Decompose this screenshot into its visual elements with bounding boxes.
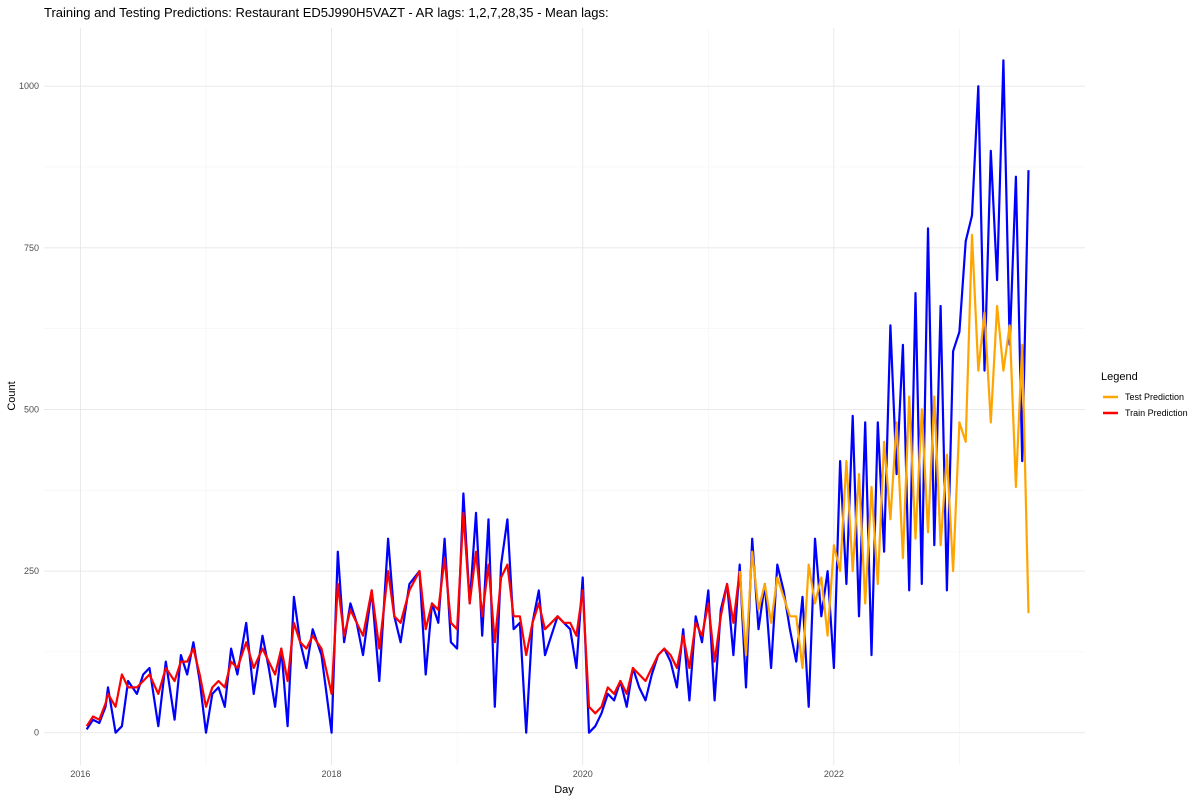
y-tick-label: 250 <box>24 566 39 576</box>
legend-entry-test: Test Prediction <box>1103 392 1184 402</box>
legend-label-test: Test Prediction <box>1125 392 1184 402</box>
x-tick-label: 2020 <box>573 769 593 779</box>
plot-grid <box>44 28 1085 765</box>
y-axis-ticks: 0 250 500 750 1000 <box>19 81 39 737</box>
x-tick-label: 2016 <box>70 769 90 779</box>
series-line-test <box>738 233 1030 670</box>
y-tick-label: 1000 <box>19 81 39 91</box>
series-line-train <box>85 511 741 727</box>
y-tick-label: 0 <box>34 728 39 738</box>
x-tick-label: 2022 <box>824 769 844 779</box>
legend-title: Legend <box>1101 371 1138 383</box>
x-axis-ticks: 2016 2018 2020 2022 <box>70 769 843 779</box>
legend-entry-train: Train Prediction <box>1103 408 1188 418</box>
x-tick-label: 2018 <box>322 769 342 779</box>
legend: Legend Test Prediction Train Prediction <box>1101 371 1188 418</box>
legend-label-train: Train Prediction <box>1125 408 1188 418</box>
chart-title: Training and Testing Predictions: Restau… <box>44 5 609 20</box>
series-line-actual <box>85 59 1030 734</box>
y-axis-label: Count <box>6 381 18 410</box>
y-tick-label: 500 <box>24 404 39 414</box>
y-tick-label: 750 <box>24 243 39 253</box>
series-layer <box>85 59 1030 734</box>
x-axis-label: Day <box>554 784 574 796</box>
